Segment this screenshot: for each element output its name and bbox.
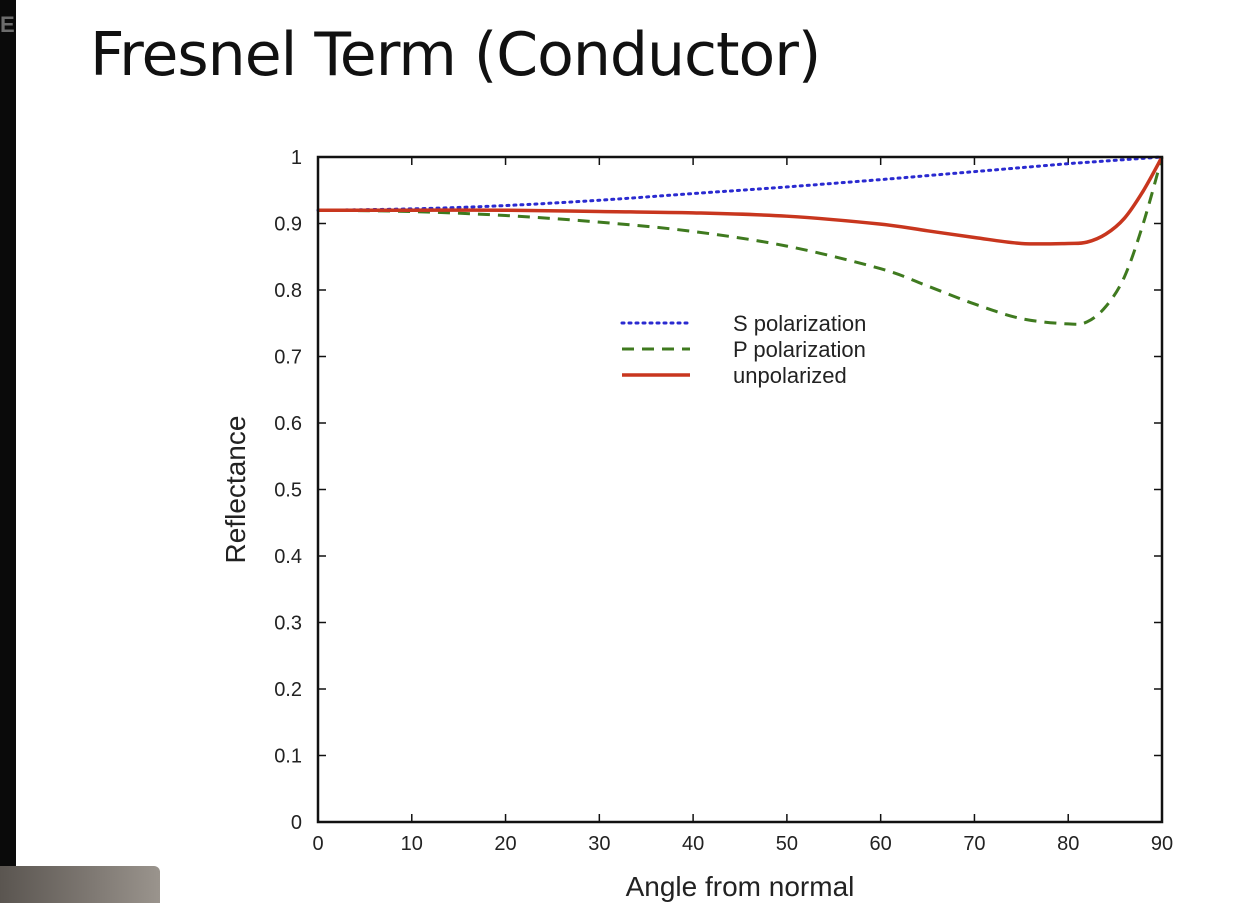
- y-tick-label: 0.8: [274, 280, 302, 302]
- y-tick-label: 0.5: [274, 480, 302, 502]
- x-tick-label: 40: [682, 833, 704, 855]
- plot-frame: [316, 155, 1164, 824]
- y-tick-label: 0.1: [274, 746, 302, 768]
- x-axis-title: Angle from normal: [626, 871, 855, 902]
- legend-label: P polarization: [733, 337, 866, 362]
- legend-label: S polarization: [733, 311, 866, 336]
- y-tick-label: 0: [291, 812, 302, 834]
- x-tick-label: 30: [588, 833, 610, 855]
- y-tick-label: 0.4: [274, 546, 302, 568]
- x-tick-label: 70: [963, 833, 985, 855]
- x-tick-label: 90: [1151, 833, 1173, 855]
- series-line-p-polarization: [317, 156, 1164, 326]
- x-tick-label: 50: [776, 833, 798, 855]
- y-axis-ticks: 0 0.1 0.2 0.3 0.4 0.5 0.6 0.7 0.8 0.9 1: [274, 147, 1162, 834]
- x-tick-label: 80: [1057, 833, 1079, 855]
- x-axis-ticks: 0 10 20 30 40 50 60 70 80 90: [312, 157, 1173, 855]
- left-edge-strip: [0, 0, 16, 903]
- y-tick-label: 1: [291, 147, 302, 169]
- y-tick-label: 0.7: [274, 347, 302, 369]
- legend-label: unpolarized: [733, 363, 847, 388]
- y-tick-label: 0.6: [274, 413, 302, 435]
- y-tick-label: 0.9: [274, 214, 302, 236]
- y-axis-title: Reflectance: [220, 416, 251, 564]
- x-tick-label: 10: [401, 833, 423, 855]
- y-tick-label: 0.3: [274, 613, 302, 635]
- x-tick-label: 0: [312, 833, 323, 855]
- x-tick-label: 60: [870, 833, 892, 855]
- video-thumbnail: [0, 866, 160, 903]
- series-line-unpolarized: [318, 156, 1164, 246]
- series-lines: [316, 155, 1164, 326]
- y-tick-label: 0.2: [274, 679, 302, 701]
- slide-title: Fresnel Term (Conductor): [90, 20, 821, 90]
- watermark-text: E: [0, 12, 16, 37]
- x-tick-label: 20: [494, 833, 516, 855]
- series-line-s-polarization: [316, 155, 1164, 212]
